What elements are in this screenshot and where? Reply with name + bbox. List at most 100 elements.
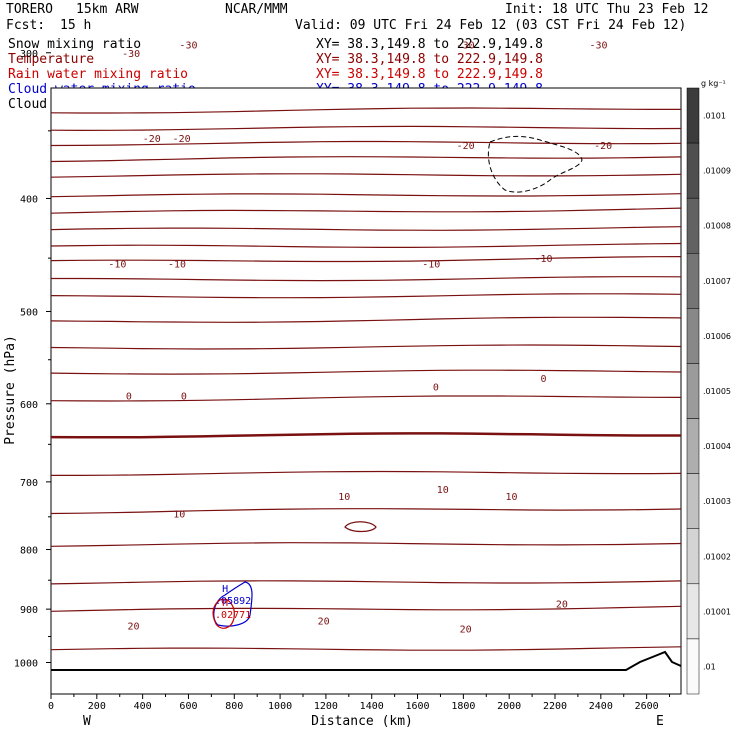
y-tick-label: 400 [20,194,38,205]
x-axis-west-label: W [83,714,91,729]
rain-water-contour [212,598,235,629]
x-tick-label: 400 [134,701,152,712]
temperature-contour-line [51,470,682,476]
hydrometeor-contours [212,135,583,629]
x-tick-label: 1400 [360,701,384,712]
y-tick-label: 300 [20,49,38,60]
x-axis-east-label: E [656,714,664,729]
temperature-contour-line [50,256,682,263]
temperature-contour-label: -30 [122,49,140,60]
colorbar-label: .01002 [703,552,731,561]
temperature-contour-label: -20 [173,134,191,145]
colorbar-label: .01005 [703,387,731,396]
x-tick-label: 2200 [543,701,567,712]
temperature-contour-line [50,173,682,178]
x-tick-label: 2400 [589,701,613,712]
y-tick-label: 500 [20,307,38,318]
colorbar-label: .01001 [703,607,731,616]
temperature-contour-line [50,226,682,231]
colorbar-swatch [686,638,700,695]
snow-contour [487,135,583,193]
x-tick-label: 1600 [405,701,429,712]
init-time: Init: 18 UTC Thu 23 Feb 12 [505,2,709,17]
temperature-contours [50,107,682,651]
colorbar-swatch [686,473,700,529]
colorbar-label: .01003 [703,497,731,506]
temperature-contour-line [50,140,682,147]
colorbar-label: .01004 [703,442,731,451]
temperature-contour-label: -10 [108,260,126,271]
x-tick-label: 600 [179,701,197,712]
legend-item-xy: XY= 38.3,149.8 to 222.9,149.8 [316,67,543,82]
model-name: TORERO [6,2,53,17]
colorbar-swatch [686,308,700,364]
x-axis: 0 200 400 600 800 1000 1200 1400 1600 1800 2000 220… [48,694,671,712]
x-tick-label: 2000 [497,701,521,712]
temperature-contour-line [50,293,682,299]
temperature-contour-label: -30 [457,40,475,51]
temperature-contour-line [50,156,682,163]
colorbar-swatch [686,363,700,419]
temperature-contour-label: -30 [589,40,607,51]
x-tick-label: 0 [48,701,54,712]
plot-area: -40-30-30-30-30-20-20-20-20-10-10-10-100… [50,40,682,695]
colorbar-label: .01008 [703,222,731,231]
colorbar-label: .0101 [703,112,726,121]
temperature-contour-labels: -40-30-30-30-30-20-20-20-20-10-10-10-100… [108,40,612,635]
temperature-contour-label: 20 [127,622,139,633]
temperature-contour-label: -20 [143,134,161,145]
colorbar: .0101 .01009 .01008 .01007 .01006 .01005 .0100… [686,79,731,695]
legend-item-xy: XY= 38.3,149.8 to 222.9,149.8 [316,37,543,52]
colorbar-label: .01006 [703,332,731,341]
forecast-label: Fcst: [6,18,45,33]
legend-item-label: Rain water mixing ratio [8,67,188,82]
x-tick-label: 1000 [268,701,292,712]
x-axis-title: Distance (km) [311,714,413,729]
temperature-contour-label: -20 [457,141,475,152]
temperature-contour-label: 10 [437,485,449,496]
colorbar-label: .01 [703,662,716,671]
y-tick-label: 900 [20,605,38,616]
extremum-symbol: H [222,598,228,609]
legend-item-label: Temperature [8,52,94,67]
colorbar-swatch [686,528,700,585]
temperature-contour-line [50,542,682,547]
temperature-contour-line [50,107,681,114]
model-resolution: 15km ARW [76,2,139,17]
temperature-contour-label: 20 [318,616,330,627]
temperature-contour-label: 0 [126,391,132,402]
temperature-contour-line [50,242,682,248]
cloud-water-contour [213,581,253,627]
legend-item-label: Snow mixing ratio [8,37,141,52]
temperature-contour-line [50,369,682,375]
colorbar-swatch [686,142,700,199]
extremum-symbol: H [222,584,228,595]
valid-time: Valid: 09 UTC Fri 24 Feb 12 (03 CST Fri … [295,18,686,33]
temperature-contour-line [50,432,681,439]
x-tick-label: 1800 [451,701,475,712]
temperature-contour-label: 10 [505,492,517,503]
terrain-line [51,650,682,671]
colorbar-swatch [686,87,700,144]
x-tick-label: 800 [225,701,243,712]
temperature-contour-label: 20 [556,599,568,610]
colorbar-label: .01007 [703,277,731,286]
center-name: NCAR/MMM [225,2,288,17]
temperature-contour-label: -10 [535,254,553,265]
x-tick-label: 1200 [314,701,338,712]
temperature-contour-line [50,646,682,651]
temperature-contour-line [50,580,682,585]
y-axis-title: Pressure (hPa) [3,335,18,445]
temperature-contour-line [50,605,682,612]
x-tick-label: 200 [88,701,106,712]
temperature-contour-line [50,125,682,132]
extremum-value: .05892 [215,596,251,607]
x-tick-label: 2600 [635,701,659,712]
temperature-contour-line [50,344,682,350]
extremum-value: .02771 [215,610,251,621]
y-tick-label: 1000 [14,659,38,670]
forecast-hour: 15 h [60,18,91,33]
colorbar-label: .01009 [703,167,731,176]
y-tick-label: 600 [20,400,38,411]
